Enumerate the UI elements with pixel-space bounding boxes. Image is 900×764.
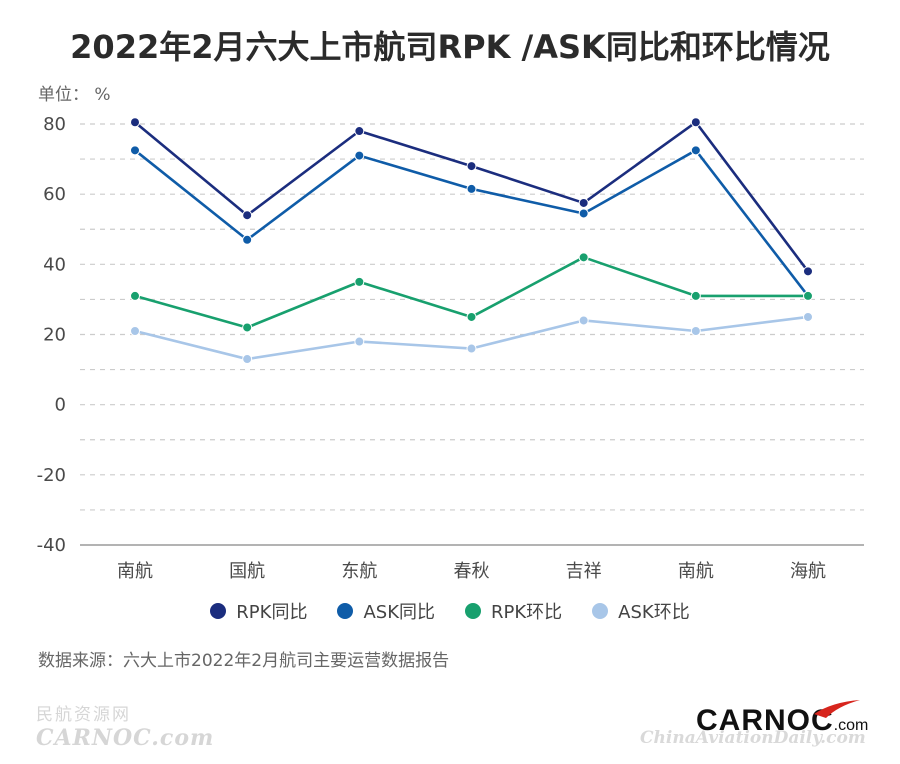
data-point — [578, 315, 589, 326]
carnoc-watermark-left: 民航资源网 CARNOC.com — [36, 700, 214, 751]
axis-layer: -40 -20 0 20 40 60 80 南航 国航 东航 春秋 吉祥 南航 海航 — [37, 114, 864, 582]
x-tick-label: 东航 — [341, 561, 377, 582]
legend-marker — [337, 603, 354, 619]
legend-marker — [465, 603, 481, 619]
logo-main-text: CARNOC — [696, 704, 834, 737]
data-point — [466, 161, 477, 172]
carnoc-logo: CARNOC.com — [696, 704, 868, 738]
y-tick-label: -20 — [37, 465, 66, 486]
data-point — [803, 266, 813, 277]
logo-suffix-text: .com — [833, 717, 869, 734]
chinaaviationdaily-watermark: ChinaAviationDaily.com — [640, 728, 866, 748]
data-point — [242, 210, 253, 221]
x-tick-label: 国航 — [229, 561, 265, 582]
data-point — [130, 145, 140, 156]
y-tick-label: 0 — [55, 395, 66, 416]
legend-item: ASK同比 — [337, 598, 435, 624]
data-point — [803, 290, 813, 301]
data-point — [242, 354, 253, 365]
data-point — [130, 325, 140, 336]
data-point — [354, 276, 365, 287]
data-point — [466, 183, 477, 194]
y-tick-label: -40 — [37, 535, 66, 556]
y-tick-label: 80 — [43, 114, 66, 135]
watermark-cn-text: 民航资源网 — [36, 705, 131, 725]
data-point — [242, 234, 253, 245]
series-line — [134, 149, 810, 297]
data-point — [130, 290, 140, 301]
data-point — [803, 311, 813, 322]
legend-label: RPK同比 — [236, 602, 308, 623]
data-point — [578, 208, 589, 219]
data-point — [466, 343, 477, 354]
data-point — [354, 150, 365, 161]
grid-layer — [80, 123, 864, 511]
data-point — [690, 117, 701, 128]
unit-label: 单位： % — [38, 85, 111, 105]
data-point — [466, 311, 477, 322]
legend-marker — [210, 603, 227, 619]
legend-marker — [592, 603, 609, 619]
line-chart: -40 -20 0 20 40 60 80 南航 国航 东航 春秋 吉祥 南航 海航 — [37, 114, 864, 582]
logo-swoosh-icon — [814, 700, 860, 718]
data-point — [242, 322, 253, 333]
chart-title: 2022年2月六大上市航司RPK /ASK同比和环比情况 — [70, 28, 830, 66]
data-point — [354, 336, 365, 347]
data-point — [578, 197, 589, 208]
x-tick-label: 吉祥 — [566, 561, 602, 582]
chart-legend: RPK同比 ASK同比 RPK环比 ASK环比 — [0, 598, 900, 624]
x-tick-label: 春秋 — [454, 561, 490, 582]
legend-item: RPK同比 — [210, 598, 307, 624]
data-point — [354, 126, 365, 137]
data-point — [130, 117, 140, 128]
y-tick-label: 40 — [43, 254, 66, 275]
y-tick-label: 20 — [43, 325, 66, 346]
legend-item: RPK环比 — [465, 598, 562, 624]
legend-label: ASK环比 — [618, 602, 690, 623]
x-tick-label: 南航 — [117, 561, 153, 582]
legend-label: ASK同比 — [363, 602, 435, 623]
data-point — [578, 252, 589, 263]
data-point — [690, 290, 701, 301]
series-line — [134, 120, 810, 273]
legend-label: RPK环比 — [491, 602, 563, 623]
series-layer — [130, 117, 813, 365]
x-tick-label: 海航 — [790, 561, 826, 582]
watermark-en-text: CARNOC.com — [36, 725, 215, 751]
x-tick-label: 南航 — [678, 561, 714, 582]
data-point — [690, 325, 701, 336]
data-source-note: 数据来源：六大上市2022年2月航司主要运营数据报告 — [38, 651, 450, 671]
data-point — [690, 145, 701, 156]
y-tick-label: 60 — [43, 184, 66, 205]
legend-item: ASK环比 — [592, 598, 690, 624]
